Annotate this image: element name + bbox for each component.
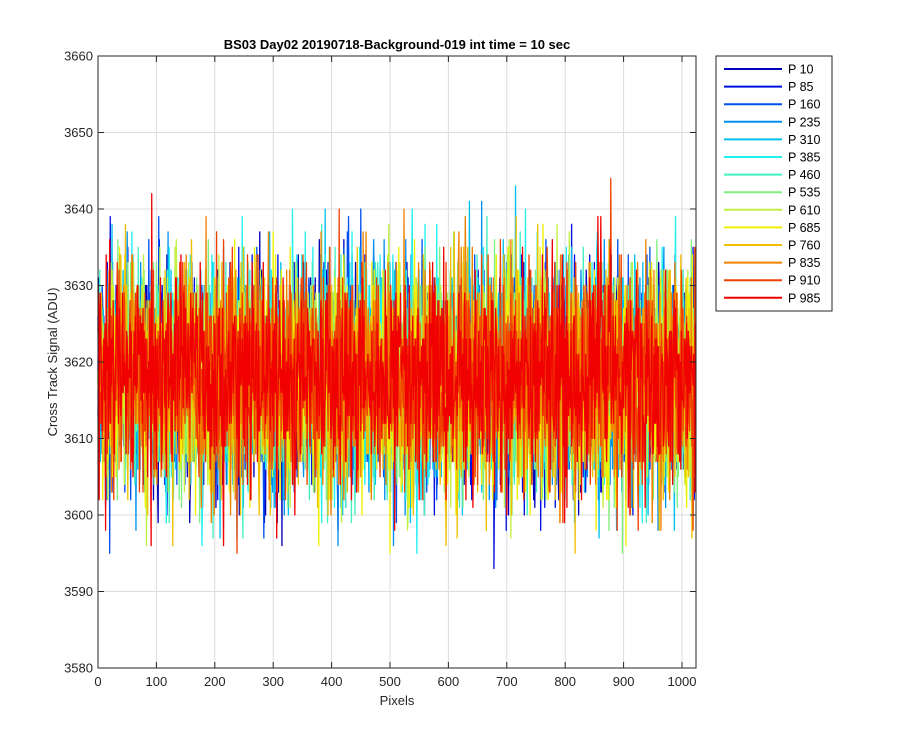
x-tick-label: 300 <box>262 674 284 689</box>
legend-entry-label: P 760 <box>788 239 820 253</box>
legend-entry-label: P 835 <box>788 256 820 270</box>
x-tick-label: 1000 <box>668 674 697 689</box>
legend-entry-label: P 985 <box>788 291 820 305</box>
y-tick-label: 3610 <box>64 431 93 446</box>
x-axis-label: Pixels <box>380 693 415 708</box>
legend-entry-label: P 385 <box>788 151 820 165</box>
legend-entry-label: P 910 <box>788 274 820 288</box>
legend-box <box>715 55 833 312</box>
series-layer <box>97 177 697 570</box>
x-tick-label: 400 <box>321 674 343 689</box>
chart-title: BS03 Day02 20190718-Background-019 int t… <box>224 37 571 52</box>
y-tick-label: 3600 <box>64 508 93 523</box>
legend-entry-label: P 310 <box>788 133 820 147</box>
legend-entry-label: P 10 <box>788 63 814 77</box>
legend-entry-label: P 610 <box>788 203 820 217</box>
y-tick-label: 3580 <box>64 661 93 676</box>
x-tick-label: 700 <box>496 674 518 689</box>
y-tick-label: 3640 <box>64 202 93 217</box>
y-axis-label: Cross Track Signal (ADU) <box>45 288 60 437</box>
legend-entry-label: P 235 <box>788 115 820 129</box>
x-tick-label: 0 <box>94 674 101 689</box>
y-tick-label: 3660 <box>64 49 93 64</box>
y-tick-label: 3650 <box>64 125 93 140</box>
legend-entry-label: P 535 <box>788 186 820 200</box>
y-tick-label: 3620 <box>64 355 93 370</box>
series-line-p985 <box>97 193 697 547</box>
x-tick-label: 500 <box>379 674 401 689</box>
x-tick-label: 200 <box>204 674 226 689</box>
y-tick-label: 3590 <box>64 584 93 599</box>
legend-entry-label: P 460 <box>788 168 820 182</box>
legend: P 10 P 85 P 160 P 235 P 310 P 385 P 460 P 535 P … <box>715 55 833 312</box>
legend-entry-label: P 160 <box>788 98 820 112</box>
x-tick-label: 900 <box>613 674 635 689</box>
x-tick-label: 100 <box>146 674 168 689</box>
ticks: 0 100 200 300 400 500 600 700 800 900 1000 3580 3590… <box>64 49 696 690</box>
legend-entry-label: P 85 <box>788 80 814 94</box>
x-tick-label: 800 <box>554 674 576 689</box>
legend-entry-label: P 685 <box>788 221 820 235</box>
y-tick-label: 3630 <box>64 278 93 293</box>
x-tick-label: 600 <box>438 674 460 689</box>
